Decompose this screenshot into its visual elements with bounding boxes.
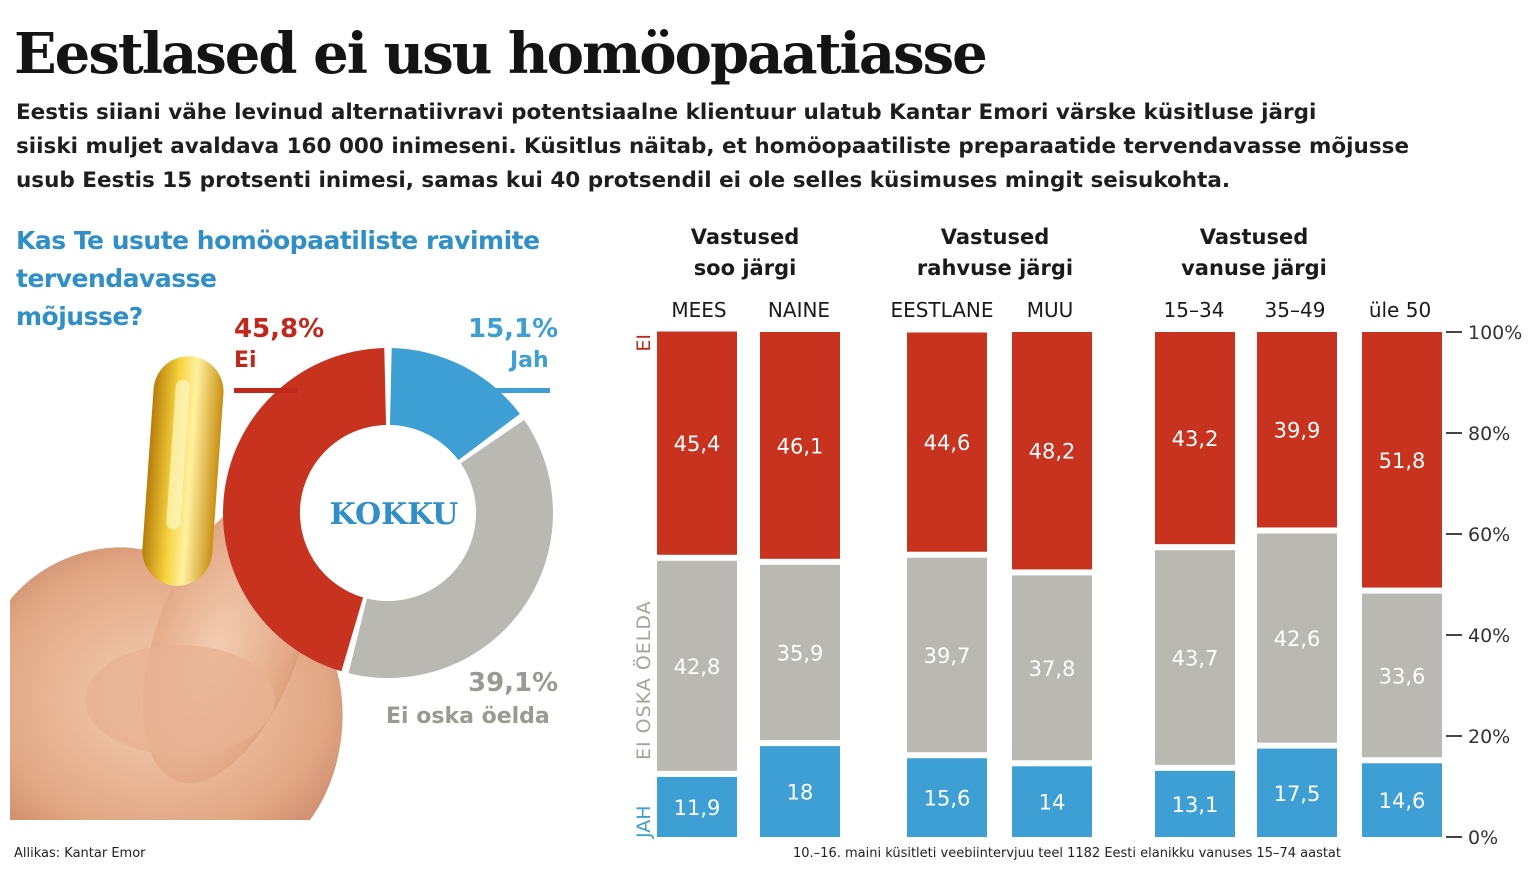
question-line-2: tervendavasse	[16, 264, 217, 293]
bar-label-jah-1: 18	[787, 781, 814, 805]
group-age-line1: Vastused	[1199, 225, 1309, 249]
group-header-gender: Vastused soo järgi	[650, 222, 840, 284]
bar-jah-1	[760, 746, 840, 837]
bar-jah-4	[1155, 770, 1235, 837]
question-line-1: Kas Te usute homöopaatiliste ravimite	[16, 226, 540, 255]
bar-ei-0	[657, 331, 737, 555]
donut-slices	[223, 348, 553, 678]
bar-label-jah-3: 14	[1039, 791, 1066, 815]
intro-line-2: siiski muljet avaldava 160 000 inimeseni…	[16, 134, 1410, 159]
bar-jah-0	[657, 776, 737, 837]
donut-ei-label: Ei	[234, 348, 257, 373]
bar-ei-3	[1012, 332, 1092, 570]
donut-ei-pct: 45,8%	[234, 314, 325, 344]
bar-ei-5	[1257, 332, 1337, 528]
y-tick-label-2: 40%	[1468, 625, 1510, 647]
bar-ei-6	[1362, 332, 1442, 588]
bar-label-eos-6: 33,6	[1379, 664, 1426, 688]
page-title: Eestlased ei usu homöopaatiasse	[14, 21, 988, 87]
question-line-3: mõjusse?	[16, 302, 143, 331]
intro-line-1: Eestis siiani vähe levinud alternatiivra…	[16, 100, 1317, 125]
y-tick-label-1: 20%	[1468, 726, 1510, 748]
bar-jah-5	[1257, 748, 1337, 837]
bar-jah-6	[1362, 763, 1442, 837]
donut-hole	[300, 425, 476, 601]
bar-eos-4	[1155, 550, 1235, 765]
legend-ei: EI	[633, 334, 655, 352]
group-age-line2: vanuse järgi	[1181, 256, 1327, 280]
bar-label-eos-1: 35,9	[777, 641, 824, 665]
bar-eos-2	[907, 557, 987, 753]
group-header-age: Vastused vanuse järgi	[1146, 222, 1362, 284]
bar-jah-3	[1012, 766, 1092, 837]
bar-label-jah-4: 13,1	[1172, 793, 1219, 817]
column-header-35-49: 35–49	[1264, 298, 1326, 322]
donut-ei-underline	[234, 388, 298, 393]
donut-jah-underline	[482, 388, 550, 393]
bar-label-eos-3: 37,8	[1029, 657, 1076, 681]
group-nationality-line2: rahvuse järgi	[916, 256, 1074, 280]
bar-eos-5	[1257, 533, 1337, 743]
bar-eos-1	[760, 564, 840, 741]
bar-label-jah-6: 14,6	[1379, 789, 1426, 813]
bar-ei-1	[760, 332, 840, 559]
stacked-bar-chart: 11,9 42,8 45,4 18 35,9 46,1 15,6 39,7 44,6 14 37,8…	[632, 322, 1522, 849]
bar-label-ei-4: 43,2	[1172, 427, 1219, 451]
group-nationality-line1: Vastused	[940, 225, 1050, 249]
column-header-15-34: 15–34	[1163, 298, 1225, 322]
bar-label-ei-5: 39,9	[1274, 419, 1321, 443]
bar-eos-0	[657, 560, 737, 771]
column-header-eestlane: EESTLANE	[890, 298, 994, 322]
bar-label-jah-0: 11,9	[674, 796, 721, 820]
bar-label-eos-0: 42,8	[674, 655, 721, 679]
bar-jah-2	[907, 758, 987, 837]
legend-eos: EI OSKA ÖELDA	[632, 600, 655, 760]
donut-chart: KOKKU	[223, 348, 553, 678]
column-header-ule-50: üle 50	[1368, 298, 1432, 322]
donut-slice-jah	[389, 348, 520, 461]
donut-eos-label: Ei oska öelda	[386, 704, 550, 729]
bar-label-jah-2: 15,6	[924, 787, 971, 811]
column-header-mees: MEES	[671, 298, 727, 322]
group-gender-line1: Vastused	[690, 225, 800, 249]
donut-jah-pct: 15,1%	[468, 314, 559, 344]
donut-eos-pct: 39,1%	[468, 668, 559, 698]
donut-jah-label: Jah	[510, 348, 549, 373]
bar-label-eos-2: 39,7	[924, 644, 971, 668]
bar-label-ei-3: 48,2	[1029, 440, 1076, 464]
bar-label-ei-1: 46,1	[777, 434, 824, 458]
bar-label-eos-4: 43,7	[1172, 647, 1219, 671]
donut-center-label: KOKKU	[330, 497, 459, 532]
y-tick-label-5: 100%	[1468, 322, 1522, 344]
intro-text: Eestis siiani vähe levinud alternatiivra…	[16, 96, 1516, 198]
bar-ei-4	[1155, 332, 1235, 545]
bar-label-jah-5: 17,5	[1274, 782, 1321, 806]
bar-eos-3	[1012, 575, 1092, 761]
survey-question: Kas Te usute homöopaatiliste ravimite te…	[16, 222, 596, 336]
group-header-nationality: Vastused rahvuse järgi	[878, 222, 1112, 284]
source-label: Allikas: Kantar Emor	[14, 846, 146, 861]
bar-ei-2	[907, 332, 987, 552]
intro-line-3: usub Eestis 15 protsenti inimesi, samas …	[16, 168, 1231, 193]
y-tick-label-3: 60%	[1468, 524, 1510, 546]
donut-slice-ei	[223, 348, 387, 672]
methodology-note: 10.–16. maini küsitleti veebiintervjuu t…	[793, 846, 1341, 861]
y-tick-label-0: 0%	[1468, 827, 1498, 849]
y-tick-label-4: 80%	[1468, 423, 1510, 445]
bar-label-ei-6: 51,8	[1379, 449, 1426, 473]
legend-jah: JAH	[633, 805, 655, 839]
bar-eos-6	[1362, 593, 1442, 758]
bar-label-ei-2: 44,6	[924, 431, 971, 455]
column-header-naine: NAINE	[767, 298, 831, 322]
group-gender-line2: soo järgi	[693, 256, 797, 280]
column-header-muu: MUU	[1026, 298, 1074, 322]
bar-label-eos-5: 42,6	[1274, 627, 1321, 651]
bar-label-ei-0: 45,4	[674, 432, 721, 456]
donut-slice-eos	[348, 419, 553, 678]
